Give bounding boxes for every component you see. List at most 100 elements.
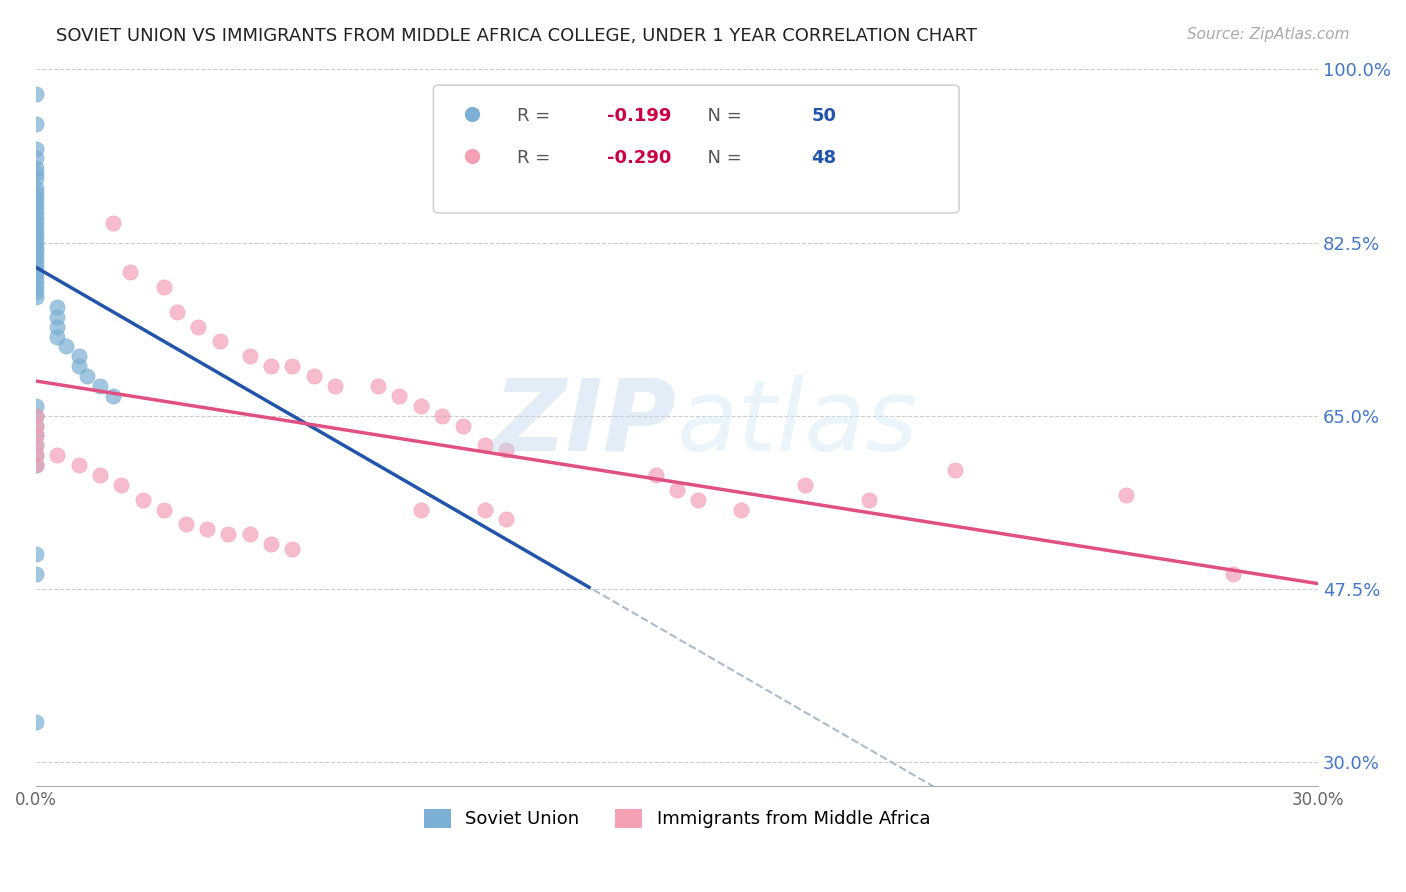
Point	[67, 359, 90, 374]
Point	[323, 379, 346, 393]
Point	[25, 216, 48, 230]
Point	[1222, 566, 1244, 581]
Point	[25, 458, 48, 472]
Point	[239, 349, 262, 363]
Point	[25, 206, 48, 220]
Point	[474, 438, 496, 452]
Point	[943, 463, 966, 477]
Point	[25, 285, 48, 299]
Point	[110, 478, 132, 492]
Point	[25, 458, 48, 472]
Point	[25, 448, 48, 462]
Point	[25, 240, 48, 254]
Point	[187, 319, 209, 334]
Point	[25, 166, 48, 180]
Point	[794, 478, 817, 492]
Point	[101, 216, 124, 230]
Point	[281, 542, 304, 557]
Point	[25, 181, 48, 195]
Point	[67, 349, 90, 363]
Point	[25, 211, 48, 225]
Point	[25, 428, 48, 442]
Point	[25, 418, 48, 433]
Point	[25, 220, 48, 235]
Point	[474, 502, 496, 516]
Text: 48: 48	[811, 149, 837, 167]
Text: N =: N =	[696, 149, 748, 167]
Point	[25, 161, 48, 176]
Point	[25, 290, 48, 304]
Point	[25, 265, 48, 279]
Point	[89, 379, 111, 393]
Point	[367, 379, 389, 393]
Point	[89, 467, 111, 482]
Point	[25, 438, 48, 452]
Point	[25, 87, 48, 102]
Point	[25, 142, 48, 156]
Point	[25, 428, 48, 442]
Text: R =: R =	[517, 106, 555, 125]
Point	[153, 502, 176, 516]
Point	[25, 117, 48, 131]
Point	[25, 566, 48, 581]
Point	[25, 280, 48, 294]
Point	[25, 186, 48, 200]
Point	[25, 275, 48, 289]
Text: 50: 50	[811, 106, 837, 125]
Point	[25, 270, 48, 285]
Point	[25, 260, 48, 275]
Text: Source: ZipAtlas.com: Source: ZipAtlas.com	[1187, 27, 1350, 42]
Point	[25, 230, 48, 244]
Point	[217, 527, 239, 541]
Text: -0.290: -0.290	[606, 149, 671, 167]
Point	[858, 492, 880, 507]
Point	[208, 334, 231, 349]
Point	[195, 522, 218, 536]
Point	[25, 715, 48, 730]
Point	[409, 399, 432, 413]
Point	[46, 310, 69, 324]
Point	[25, 196, 48, 211]
Point	[76, 369, 98, 384]
Point	[25, 191, 48, 205]
Point	[25, 171, 48, 186]
Point	[174, 517, 197, 532]
Point	[25, 438, 48, 452]
Point	[644, 467, 666, 482]
Point	[25, 255, 48, 269]
Point	[25, 399, 48, 413]
Point	[46, 329, 69, 343]
Point	[25, 418, 48, 433]
Text: R =: R =	[517, 149, 555, 167]
Point	[25, 448, 48, 462]
Point	[688, 492, 710, 507]
Point	[260, 359, 283, 374]
Point	[25, 226, 48, 240]
Text: atlas: atlas	[678, 375, 918, 472]
Point	[166, 305, 188, 319]
FancyBboxPatch shape	[433, 85, 959, 213]
Point	[132, 492, 155, 507]
Point	[25, 547, 48, 561]
Point	[118, 265, 141, 279]
Point	[55, 339, 77, 353]
Point	[281, 359, 304, 374]
Point	[495, 443, 517, 458]
Text: SOVIET UNION VS IMMIGRANTS FROM MIDDLE AFRICA COLLEGE, UNDER 1 YEAR CORRELATION : SOVIET UNION VS IMMIGRANTS FROM MIDDLE A…	[56, 27, 977, 45]
Point	[666, 483, 689, 497]
Point	[1115, 488, 1137, 502]
Point	[25, 409, 48, 423]
Point	[239, 527, 262, 541]
Point	[25, 245, 48, 260]
Point	[430, 409, 453, 423]
Point	[46, 319, 69, 334]
Point	[302, 369, 325, 384]
Text: N =: N =	[696, 106, 748, 125]
Point	[101, 389, 124, 403]
Point	[260, 537, 283, 551]
Point	[495, 512, 517, 526]
Point	[25, 409, 48, 423]
Point	[25, 251, 48, 265]
Point	[25, 235, 48, 250]
Point	[46, 300, 69, 314]
